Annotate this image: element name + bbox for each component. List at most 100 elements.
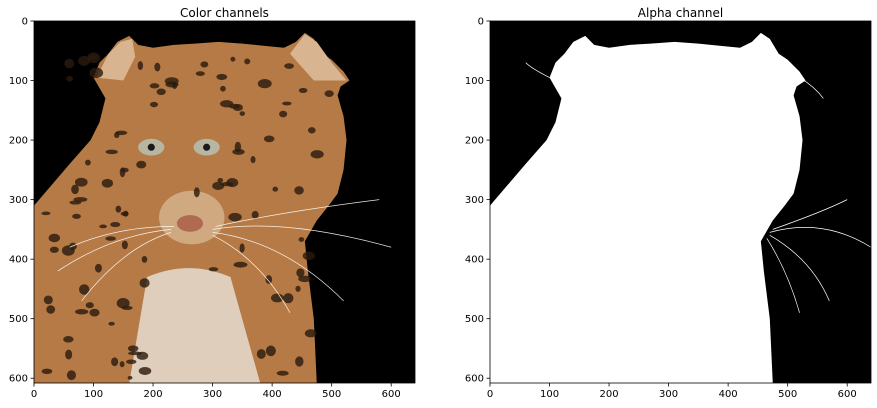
fur-spot bbox=[127, 345, 139, 352]
x-tick-label: 600 bbox=[838, 389, 857, 400]
fur-spot bbox=[284, 63, 295, 69]
right-ear-tuft bbox=[289, 34, 347, 81]
x-tick-label: 200 bbox=[144, 389, 163, 400]
x-tick-label: 500 bbox=[778, 389, 797, 400]
fur-spot bbox=[69, 200, 82, 205]
fur-spot bbox=[310, 150, 324, 159]
fur-spot bbox=[251, 210, 259, 219]
fur-spot bbox=[64, 58, 75, 69]
y-tick-label: 400 bbox=[465, 255, 484, 266]
x-tick-label: 100 bbox=[540, 389, 559, 400]
fur-spot bbox=[324, 90, 334, 97]
fur-spot bbox=[276, 370, 289, 376]
fur-spot bbox=[272, 186, 279, 192]
y-tick-label: 500 bbox=[9, 314, 28, 325]
fur-spot bbox=[121, 240, 128, 250]
chest bbox=[129, 268, 261, 383]
fur-spot bbox=[115, 205, 122, 213]
x-tick-label: 200 bbox=[600, 389, 619, 400]
fur-spot bbox=[149, 83, 160, 89]
right-pupil bbox=[203, 143, 211, 151]
x-tick-label: 100 bbox=[84, 389, 103, 400]
fur-spot bbox=[94, 263, 102, 273]
fur-spot bbox=[156, 88, 166, 96]
fur-spot bbox=[75, 309, 89, 315]
fur-spot bbox=[220, 85, 226, 92]
y-tick-label: 0 bbox=[22, 17, 28, 28]
x-tick-label: 400 bbox=[263, 389, 282, 400]
fur-spot bbox=[228, 212, 242, 222]
x-tick-label: 600 bbox=[382, 389, 401, 400]
fur-spot bbox=[302, 251, 316, 261]
x-tick-label: 300 bbox=[659, 389, 678, 400]
fur-spot bbox=[296, 268, 305, 278]
right-title: Alpha channel bbox=[638, 6, 723, 20]
y-tick-label: 400 bbox=[9, 255, 28, 266]
fur-spot bbox=[200, 61, 209, 68]
x-tick-label: 500 bbox=[322, 389, 341, 400]
fur-spot bbox=[136, 160, 147, 169]
fur-spot bbox=[48, 233, 61, 243]
fur-spot bbox=[138, 366, 152, 375]
fur-spot bbox=[304, 329, 317, 338]
fur-spot bbox=[149, 101, 159, 108]
fur-spot bbox=[61, 245, 75, 256]
right-axes-frame bbox=[489, 20, 872, 384]
x-tick-label: 0 bbox=[487, 389, 493, 400]
fur-spot bbox=[74, 177, 88, 187]
left-pupil bbox=[147, 143, 155, 151]
fur-spot bbox=[233, 261, 248, 268]
fur-spot bbox=[114, 132, 120, 139]
fur-spot bbox=[89, 67, 104, 79]
fur-spot bbox=[126, 359, 137, 365]
fur-spot bbox=[256, 349, 266, 359]
left-image bbox=[34, 21, 415, 383]
fur-spot bbox=[220, 182, 234, 187]
fur-spot bbox=[139, 278, 150, 288]
y-tick-label: 100 bbox=[465, 76, 484, 87]
nose bbox=[176, 215, 204, 232]
fur-spot bbox=[294, 186, 304, 195]
fur-spot bbox=[89, 308, 100, 317]
fur-spot bbox=[66, 75, 73, 82]
fur-spots bbox=[41, 52, 334, 381]
fur-spot bbox=[217, 177, 224, 183]
fur-spot bbox=[78, 55, 91, 66]
y-tick-label: 200 bbox=[465, 136, 484, 147]
fur-spot bbox=[230, 56, 236, 62]
fur-spot bbox=[119, 361, 125, 368]
x-tick-label: 300 bbox=[203, 389, 222, 400]
fur-spot bbox=[85, 302, 94, 309]
fur-spot bbox=[137, 61, 144, 71]
fur-spot bbox=[120, 167, 129, 173]
fur-spot bbox=[298, 275, 312, 283]
fur-spot bbox=[295, 285, 301, 292]
fur-spot bbox=[99, 224, 107, 229]
y-tick-label: 500 bbox=[465, 314, 484, 325]
fur-spot bbox=[65, 349, 73, 360]
fur-spot bbox=[208, 267, 219, 272]
x-tick-label: 400 bbox=[719, 389, 738, 400]
fur-spot bbox=[105, 149, 118, 155]
y-tick-label: 200 bbox=[9, 136, 28, 147]
fur-spot bbox=[49, 246, 59, 253]
fur-spot bbox=[85, 159, 91, 166]
fur-spot bbox=[120, 211, 129, 216]
fur-spot bbox=[110, 221, 121, 228]
fur-spot bbox=[105, 236, 116, 241]
fur-spot bbox=[265, 275, 273, 284]
fur-spot bbox=[101, 178, 114, 188]
fur-spot bbox=[87, 52, 101, 64]
alpha-whiskers bbox=[525, 62, 871, 313]
fur-spot bbox=[72, 213, 81, 219]
fur-spot bbox=[193, 187, 200, 198]
fur-spot bbox=[265, 345, 276, 357]
whiskers bbox=[57, 199, 392, 313]
y-tick-label: 600 bbox=[465, 374, 484, 385]
x-tick-label: 0 bbox=[31, 389, 37, 400]
fur-spot bbox=[298, 237, 305, 242]
y-tick-label: 300 bbox=[9, 195, 28, 206]
fur-spot bbox=[127, 375, 133, 380]
fur-spot bbox=[295, 356, 304, 367]
